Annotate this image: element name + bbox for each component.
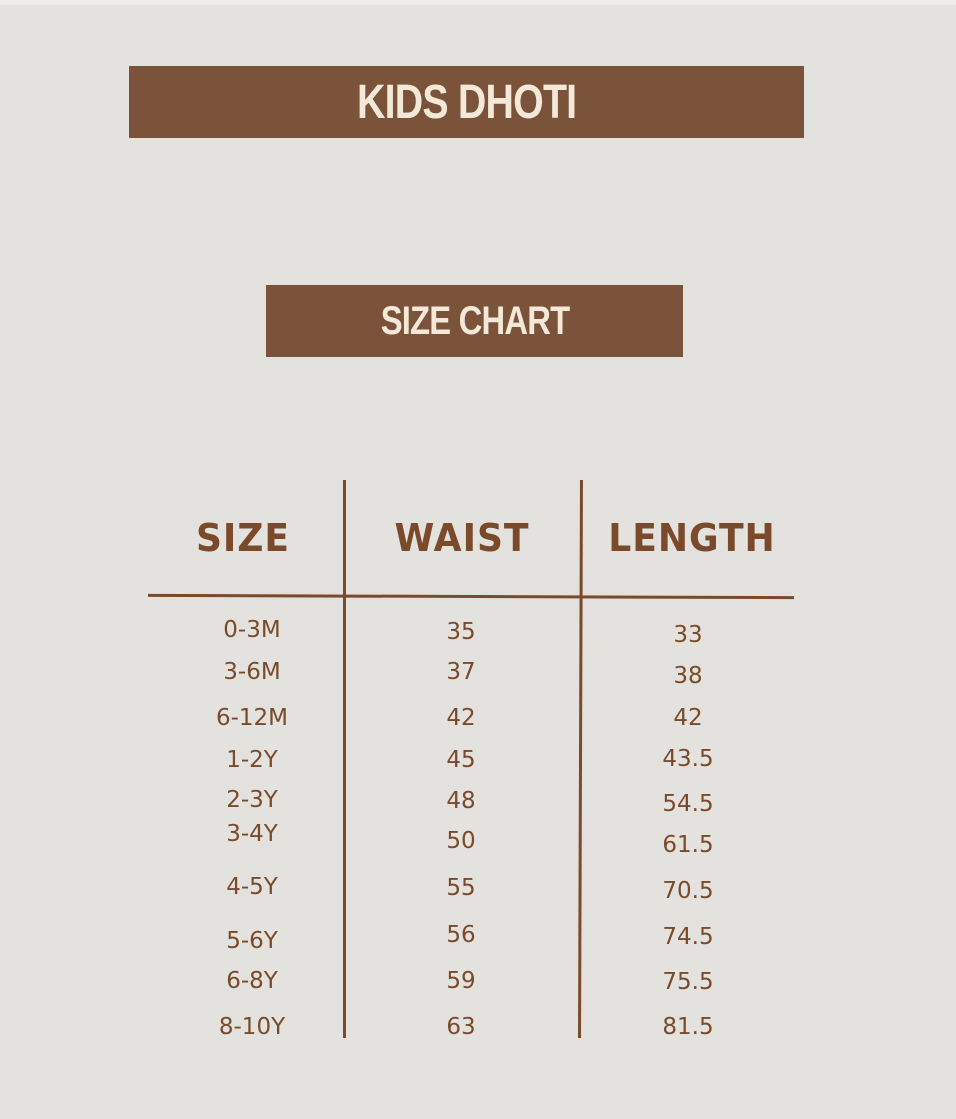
top-strip — [0, 0, 956, 5]
cell-waist: 45 — [446, 747, 476, 773]
cell-size: 0-3M — [223, 617, 281, 643]
cell-size: 2-3Y — [226, 787, 278, 813]
cell-waist: 48 — [446, 788, 476, 814]
cell-waist: 56 — [446, 922, 476, 948]
cell-size: 5-6Y — [226, 928, 278, 954]
page-title: KIDS DHOTI — [356, 75, 577, 129]
header-divider — [147, 593, 795, 600]
cell-waist: 55 — [446, 875, 476, 901]
cell-size: 3-6M — [223, 659, 281, 685]
subtitle-banner: SIZE CHART — [266, 285, 683, 357]
cell-length: 70.5 — [662, 878, 714, 904]
cell-size: 4-5Y — [226, 874, 278, 900]
cell-length: 75.5 — [662, 969, 714, 995]
column-divider — [343, 480, 346, 1038]
cell-size: 6-12M — [215, 705, 289, 731]
title-banner: KIDS DHOTI — [129, 66, 804, 138]
cell-length: 54.5 — [662, 791, 714, 817]
header-length: LENGTH — [608, 516, 776, 560]
cell-length: 33 — [673, 622, 703, 648]
cell-length: 38 — [673, 663, 703, 689]
cell-size: 6-8Y — [226, 968, 278, 994]
header-size: SIZE — [195, 516, 291, 560]
cell-waist: 35 — [446, 619, 476, 645]
cell-size: 1-2Y — [226, 747, 278, 773]
header-waist: WAIST — [394, 516, 530, 560]
cell-length: 74.5 — [662, 924, 714, 950]
cell-length: 43.5 — [662, 746, 714, 772]
cell-size: 8-10Y — [218, 1014, 286, 1040]
cell-length: 42 — [673, 705, 703, 731]
cell-waist: 63 — [446, 1014, 476, 1040]
cell-length: 61.5 — [662, 832, 714, 858]
cell-waist: 37 — [446, 659, 476, 685]
cell-waist: 50 — [446, 828, 476, 854]
cell-waist: 59 — [446, 968, 476, 994]
cell-waist: 42 — [446, 705, 476, 731]
cell-size: 3-4Y — [226, 821, 278, 847]
column-divider — [578, 480, 583, 1038]
cell-length: 81.5 — [662, 1014, 714, 1040]
page-subtitle: SIZE CHART — [380, 298, 569, 343]
